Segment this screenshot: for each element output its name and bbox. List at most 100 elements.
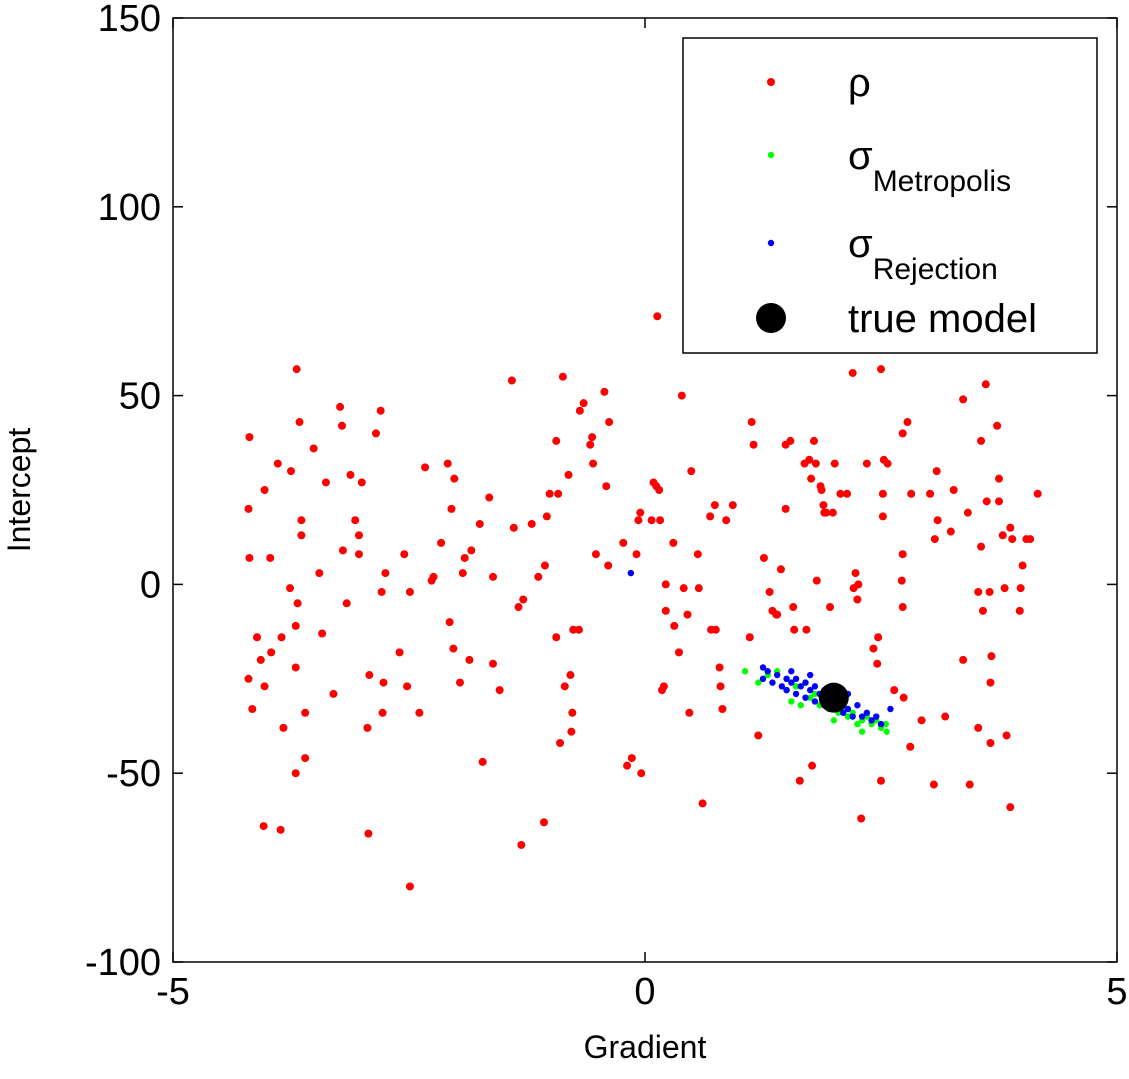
data-point [379,678,388,687]
data-point [941,712,950,721]
data-point [817,486,826,494]
data-point [1000,584,1009,593]
data-point [1015,606,1024,615]
data-point [475,519,484,528]
data-point [873,659,882,668]
data-point [854,702,861,709]
data-point [260,486,269,494]
data-point [415,708,424,717]
data-point [878,489,887,498]
data-point [858,728,866,735]
data-point [851,569,860,578]
data-point [830,459,839,468]
data-point [377,587,386,596]
data-point [321,478,330,487]
data-point [745,633,754,642]
y-tick-label: 0 [140,564,161,606]
x-tick-label: 0 [634,971,655,1013]
data-point [1006,803,1015,812]
data-point [932,467,941,476]
legend-label: true model [848,297,1037,341]
data-point [795,776,804,785]
data-point [899,693,908,702]
data-point [627,569,635,577]
legend-marker [767,151,775,159]
data-point [789,603,798,612]
data-point [974,587,983,596]
data-point [245,433,254,442]
data-point [857,814,866,823]
data-point [906,742,915,751]
data-point [765,587,774,596]
data-point [602,482,611,491]
data-point [978,606,987,615]
y-axis-label: Intercept [1,428,37,553]
data-point [291,769,300,778]
data-point [903,418,912,427]
data-point [507,376,516,385]
data-point [929,780,938,789]
legend-text: σ [848,134,873,178]
data-point [985,587,994,596]
data-point [862,459,871,468]
data-point [809,436,818,445]
y-tick-label: -50 [106,753,161,795]
data-point [244,674,253,683]
data-point [539,818,548,827]
data-point [741,668,749,675]
data-point [718,705,727,714]
data-point [848,368,857,377]
data-point [449,644,458,653]
data-point [560,682,569,691]
data-point [376,406,385,415]
data-point [301,708,310,717]
data-point [357,478,366,487]
data-point [933,516,942,525]
data-point [534,572,543,581]
data-point [277,633,286,642]
data-point [790,625,799,634]
data-point [600,387,609,396]
data-point [830,717,837,724]
data-point [478,757,487,766]
data-point [792,675,800,682]
data-point [301,754,310,763]
data-point [364,829,373,838]
legend-subscript: Metropolis [873,165,1011,198]
data-point [656,516,665,525]
data-point [437,538,446,547]
data-point [998,531,1007,540]
data-point [786,436,795,445]
data-point [661,606,670,615]
data-point [342,599,351,608]
data-point [986,738,995,747]
data-point [455,678,464,687]
data-point [574,625,583,634]
data-point [993,421,1002,430]
legend-subscript: Rejection [873,253,998,286]
x-tick-label: 5 [1106,971,1127,1013]
data-point [987,652,996,661]
data-point [354,531,363,540]
data-point [883,728,890,735]
legend-label: ρ [848,61,871,105]
data-point [710,501,719,510]
data-point [421,463,430,472]
data-point [287,467,295,476]
data-point [898,429,907,438]
data-point [336,402,345,411]
data-point [286,584,295,593]
data-point [259,822,268,831]
data-point [982,497,991,506]
data-point [807,686,814,694]
data-point [694,584,703,593]
data-point [266,553,275,562]
data-point [788,679,795,686]
data-point [883,459,892,468]
data-point [877,365,885,374]
data-point [632,550,641,559]
data-point [907,489,916,498]
data-point [776,565,785,574]
